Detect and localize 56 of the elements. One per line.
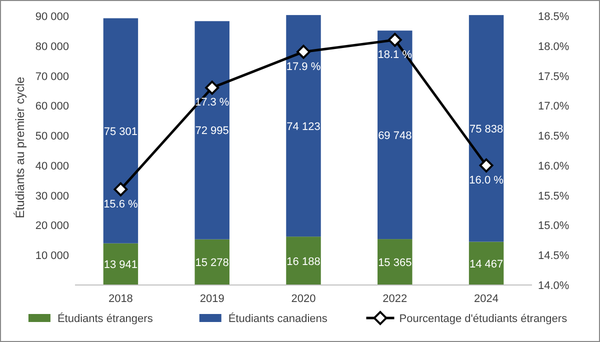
data-label: 13 941	[104, 259, 138, 272]
y2-tick-label: 18.5%	[538, 10, 570, 23]
bar	[194, 239, 230, 285]
bar	[468, 15, 504, 242]
y2-tick-label: 17.0%	[538, 100, 570, 113]
bar	[286, 15, 321, 237]
y2-tick-label: 16.5%	[538, 130, 570, 143]
data-label: 75 838	[469, 123, 504, 136]
data-label: 69 748	[378, 130, 412, 142]
point	[296, 44, 310, 59]
x-tick-label: 2020	[291, 293, 316, 305]
y-tick-label: 30 000	[35, 190, 69, 202]
point	[205, 80, 220, 95]
point	[388, 32, 402, 47]
y2-tick-label: 15.5%	[538, 190, 570, 202]
y-tick-label: 90 000	[35, 10, 69, 23]
data-label: 74 123	[286, 120, 320, 133]
data-label: 14 467	[469, 258, 504, 270]
y-tick-label: 20 000	[35, 220, 69, 232]
data-label: 15.6 %	[104, 198, 138, 210]
y-tick-label: 80 000	[35, 40, 69, 53]
data-label: 17.9 %	[286, 60, 321, 73]
y-tick-label: 60 000	[35, 100, 69, 113]
y-axis-title: Étudiants au premier cycle	[13, 76, 27, 218]
x-tick-label: 2022	[382, 293, 408, 305]
bar	[103, 243, 138, 285]
y-tick-label: 70 000	[35, 70, 69, 83]
data-label: 16.0 %	[469, 174, 504, 186]
y-tick-label: 40 000	[35, 160, 69, 172]
y2-tick-label: 14.0%	[538, 280, 570, 292]
x-tick-label: 2018	[108, 293, 133, 305]
legend-label: Étudiants canadiens	[228, 312, 328, 325]
y2-tick-label: 14.5%	[538, 250, 570, 262]
legend-label: Étudiants étrangers	[57, 312, 154, 325]
y2-tick-label: 15.0%	[538, 220, 570, 232]
bar	[286, 236, 321, 285]
point	[479, 158, 494, 172]
bar	[103, 18, 138, 244]
data-label: 16 188	[286, 256, 320, 268]
bar	[194, 21, 230, 240]
bar	[378, 30, 412, 240]
bar	[468, 242, 504, 285]
y2-tick-label: 18.0%	[538, 40, 570, 53]
data-label: 75 301	[104, 126, 138, 138]
bar	[378, 239, 412, 285]
data-label: 72 995	[195, 125, 229, 138]
y2-tick-label: 16.0%	[538, 160, 570, 172]
y-tick-label: 50 000	[35, 130, 69, 143]
point	[114, 182, 128, 196]
legend-label: Pourcentage d'étudiants étrangers	[399, 313, 568, 325]
y2-tick-label: 17.5%	[538, 70, 570, 83]
y-tick-label: 10 000	[35, 250, 69, 262]
data-label: 15 365	[378, 257, 412, 270]
x-tick-label: 2024	[474, 293, 499, 305]
data-label: 15 278	[195, 257, 229, 270]
x-tick-label: 2019	[200, 293, 224, 305]
